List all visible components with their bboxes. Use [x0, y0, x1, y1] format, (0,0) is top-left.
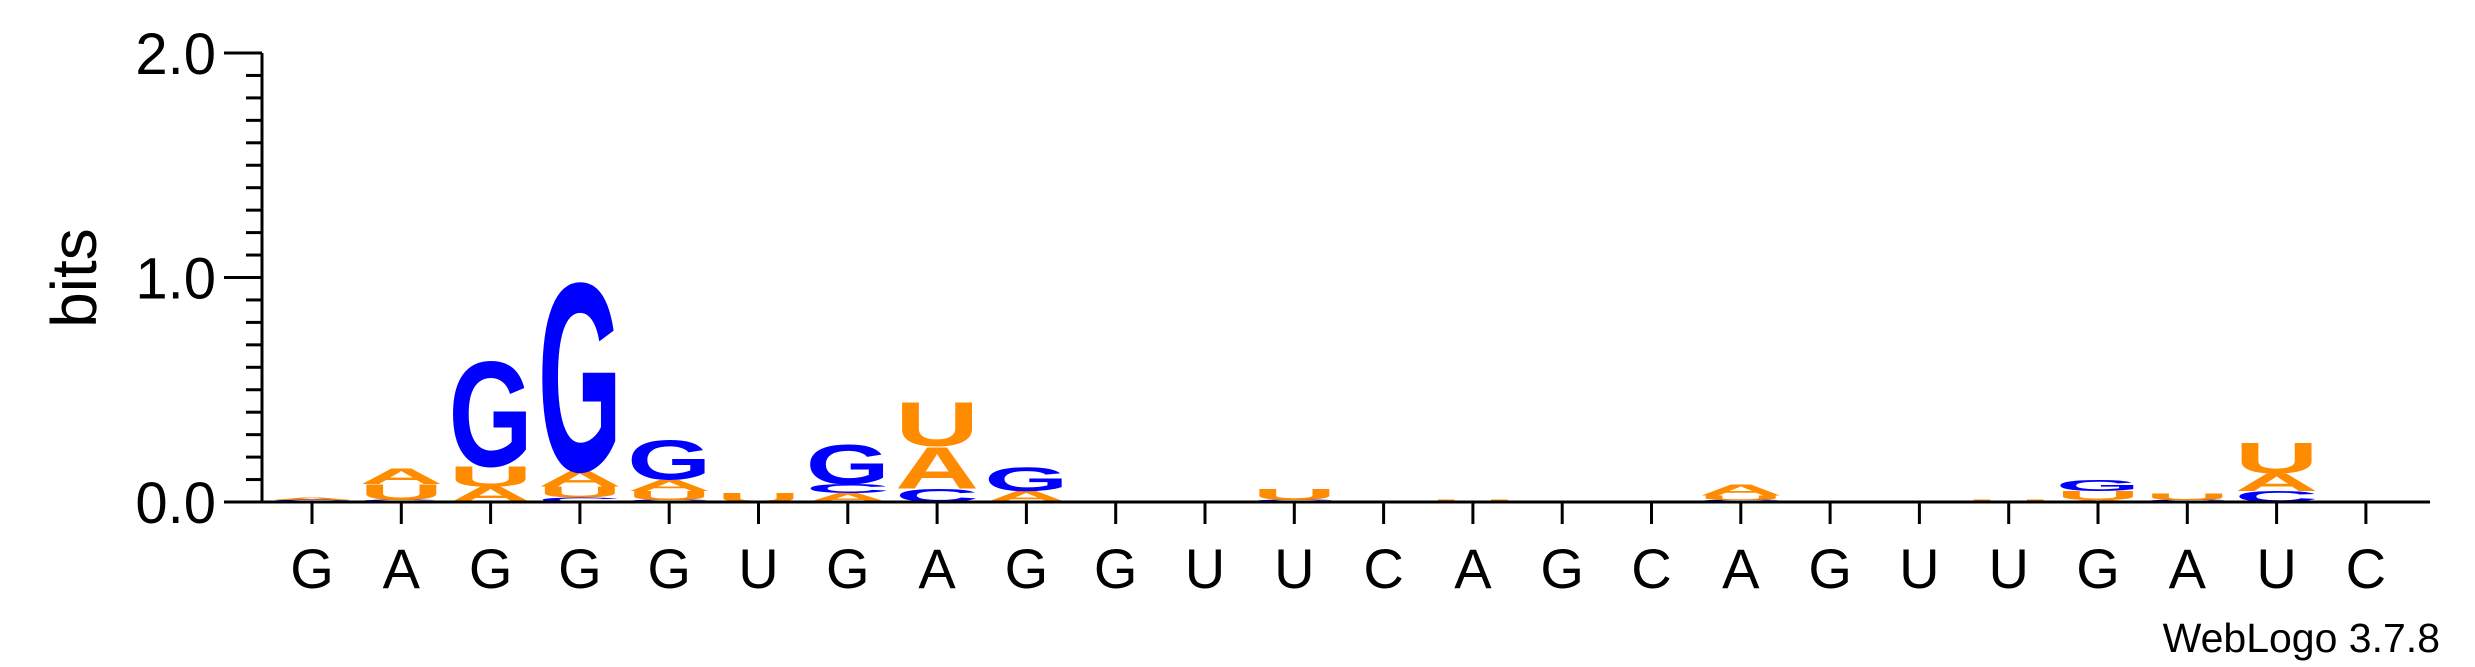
logo-column: GUA — [359, 464, 443, 504]
x-tick-label: U — [1274, 537, 1314, 600]
x-tick-label: G — [826, 537, 870, 600]
logo-letter-C: C — [806, 482, 890, 496]
logo-column: AUG — [2056, 477, 2140, 503]
logo-letter-G: G — [806, 434, 890, 497]
logo-letter-U: U — [2056, 488, 2140, 502]
logo-letter-U: U — [449, 461, 533, 493]
y-tick-label: 1.0 — [135, 247, 216, 312]
logo-column: CAU — [2235, 434, 2319, 506]
logo-column: CUA — [1699, 481, 1783, 502]
x-tick-label: C — [1363, 537, 1403, 600]
y-tick-label: 2.0 — [135, 22, 216, 87]
logo-letter-U: U — [2235, 434, 2319, 483]
x-tick-label: G — [1540, 537, 1584, 600]
x-tick-label: U — [1899, 537, 1939, 600]
weblogo-credit: WebLogo 3.7.8 — [2163, 615, 2440, 661]
y-axis: 0.0 1.0 2.0 — [135, 22, 264, 536]
logo-letter-U: U — [627, 488, 711, 502]
x-tick-label: A — [1722, 537, 1760, 600]
logo-letter-U: U — [1252, 486, 1336, 504]
y-axis-label: bits — [38, 228, 110, 328]
logo-letter-G: G — [627, 430, 711, 493]
logo-letter-G: G — [449, 331, 533, 499]
x-tick-label: C — [2346, 537, 2386, 600]
logo-letter-G: G — [984, 459, 1068, 498]
x-tick-label: A — [383, 537, 421, 600]
x-tick-label: G — [290, 537, 334, 600]
logo-column: CAU — [895, 389, 979, 506]
x-tick-label: U — [2256, 537, 2296, 600]
x-tick-label: U — [738, 537, 778, 600]
x-tick-label: G — [469, 537, 513, 600]
logo-column: ACG — [806, 434, 890, 505]
x-tick-label: A — [1454, 537, 1492, 600]
logo-letter-G: G — [538, 228, 622, 529]
logo-letter-A: A — [359, 464, 443, 489]
x-tick-label: G — [1094, 537, 1138, 600]
logo-letter-A: A — [1699, 481, 1783, 499]
logo-letter-U: U — [538, 483, 622, 501]
x-tick-label: A — [2169, 537, 2207, 600]
x-tick-label: G — [1005, 537, 1049, 600]
x-tick-label: U — [1988, 537, 2028, 600]
x-tick-label: G — [558, 537, 602, 600]
logo-letter-A: A — [895, 435, 979, 502]
logo-letter-A: A — [538, 467, 622, 492]
logo-letter-A: A — [627, 477, 711, 495]
logo-letter-A: A — [270, 497, 354, 501]
logo-column: AG — [984, 459, 1068, 505]
x-tick-label: G — [2076, 537, 2120, 600]
logo-letter-G: G — [2056, 477, 2140, 495]
logo-letter-A: A — [2235, 468, 2319, 496]
logo-letter-C: C — [538, 496, 622, 503]
logo-letter-U: U — [2145, 491, 2229, 501]
logo-column: AUG — [449, 331, 533, 507]
x-tick-label: C — [1631, 537, 1671, 600]
logo-letters: CAGUAAUGCUAGCUAGUACGCAUAGCUUCUAUAUGCUCAU — [270, 228, 2319, 529]
x-tick-label: U — [1185, 537, 1225, 600]
x-tick-label: A — [918, 537, 956, 600]
y-tick-label: 0.0 — [135, 471, 216, 536]
logo-letter-U: U — [895, 389, 979, 460]
x-tick-label: G — [647, 537, 691, 600]
x-tick-label: G — [1808, 537, 1852, 600]
logo-letter-U: U — [1699, 494, 1783, 501]
